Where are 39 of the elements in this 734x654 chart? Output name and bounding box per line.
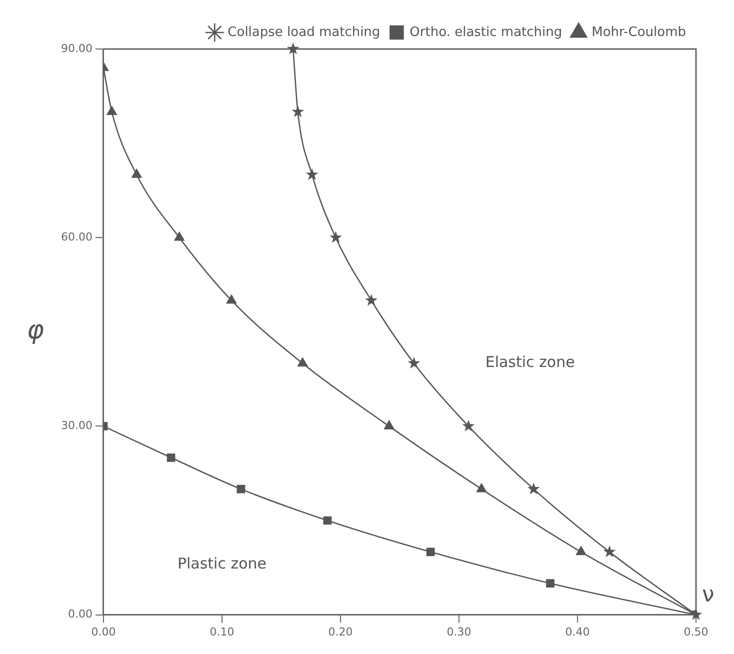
x-tick-label: 0.50 [684,625,708,638]
annotation: Elastic zone [485,353,575,372]
point [527,482,540,494]
point [306,168,318,180]
point [408,356,420,369]
annotation: Plastic zone [177,554,267,572]
point [365,294,378,306]
point [166,453,176,462]
legend-label: Mohr-Coulomb [592,24,686,40]
y-tick-label: 0.00 [68,608,92,621]
point [603,545,616,558]
legend-label: Ortho. elastic matching [410,24,562,40]
x-tick-label: 0.30 [446,625,472,638]
legend-label: Collapse load matching [228,24,380,40]
y-tick-label: 30.00 [60,419,92,432]
point [330,231,342,243]
point [236,484,246,494]
y-axis-title: φ [26,316,44,346]
point [546,579,554,588]
point [323,516,332,525]
point [476,483,486,492]
point [132,169,142,178]
x-axis-title: ν [702,582,714,608]
y-tick-label: 90.00 [60,42,92,55]
point [426,548,435,556]
x-tick-label: 0.40 [565,625,590,638]
point [292,105,304,118]
x-tick-label: 0.20 [328,625,353,638]
point [174,232,184,241]
point [384,420,394,430]
x-tick-label: 0.00 [91,625,116,638]
point [106,106,117,116]
y-tick-label: 60.00 [60,230,92,244]
point [286,42,300,54]
point [298,358,308,366]
point [226,294,236,304]
point [576,546,586,556]
x-tick-label: 0.10 [210,625,234,638]
point [462,420,475,432]
